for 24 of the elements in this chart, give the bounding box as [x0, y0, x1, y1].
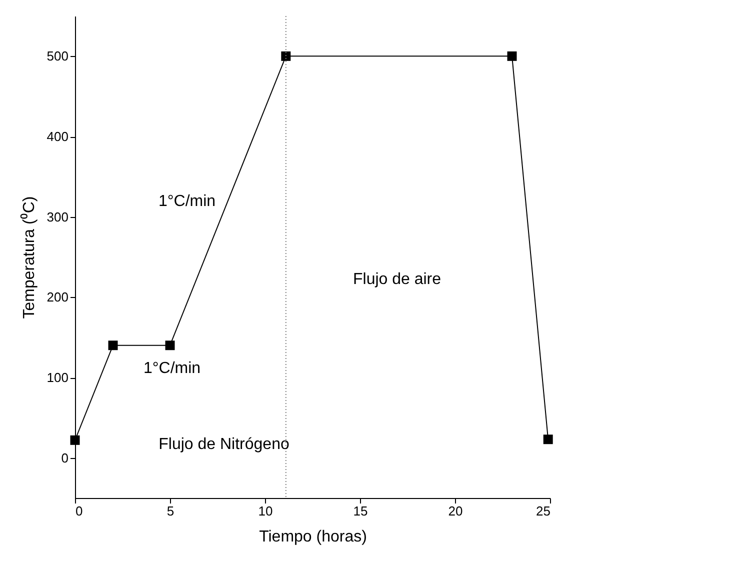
annotation: 1°C/min: [143, 360, 201, 377]
point: [281, 51, 291, 61]
x-tick-label: 0: [76, 504, 83, 518]
annotation: 1°C/min: [158, 193, 216, 210]
y-tick-label: 300: [46, 209, 68, 224]
annotation: Flujo de Nitrógeno: [158, 436, 290, 453]
annotation: Flujo de aire: [352, 271, 442, 288]
point: [108, 340, 118, 350]
point: [70, 435, 80, 445]
y-axis-title: Temperatura (⁰C): [20, 196, 38, 319]
y-tick-label: 500: [46, 48, 68, 64]
y-tick-label: 200: [46, 290, 68, 305]
x-axis-title: Tiempo (horas): [259, 528, 367, 546]
x-tick-label: 10: [258, 504, 273, 518]
point: [507, 51, 517, 61]
x-tick-label: 5: [166, 504, 174, 518]
point: [165, 340, 175, 350]
x-tick-label: 25: [536, 504, 550, 518]
y-tick-label: 400: [46, 129, 68, 144]
y-tick-label: 0: [61, 450, 68, 466]
y-tick-label: 100: [46, 370, 68, 385]
point: [543, 434, 553, 444]
x-tick-label: 20: [448, 504, 463, 518]
x-tick-label: 15: [353, 504, 368, 518]
